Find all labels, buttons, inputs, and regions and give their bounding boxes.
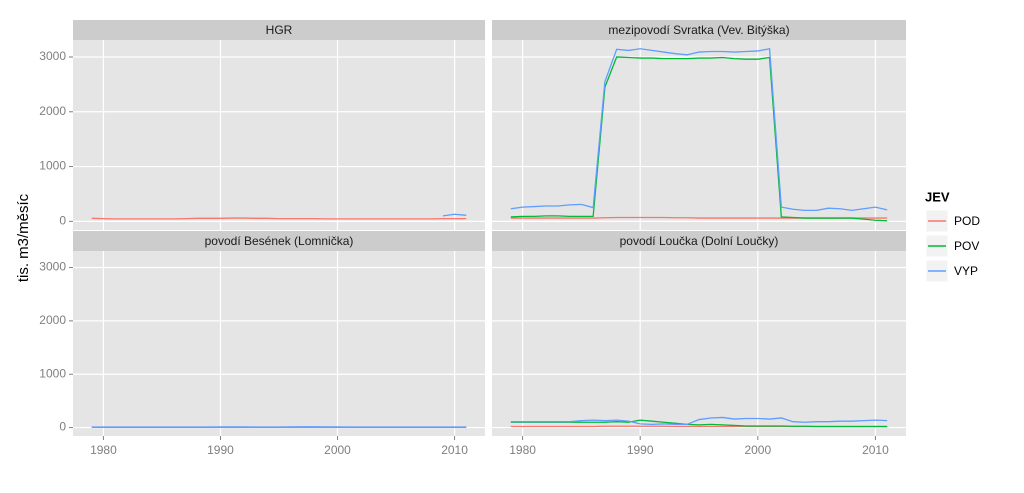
legend-label: POD <box>954 214 980 228</box>
y-tick-label: 0 <box>59 420 66 434</box>
panel <box>492 251 906 436</box>
facet-title: povodí Besének (Lomnička) <box>205 234 354 248</box>
y-axis-label: tis. m3/měsíc <box>15 193 32 282</box>
y-tick-label: 3000 <box>39 260 66 274</box>
x-tick-label: 1990 <box>627 443 654 457</box>
y-tick-label: 1000 <box>39 159 66 173</box>
y-tick-label: 2000 <box>39 313 66 327</box>
legend-title: JEV <box>925 189 950 204</box>
y-tick-label: 0 <box>59 214 66 228</box>
panel <box>73 251 485 436</box>
x-tick-label: 2000 <box>324 443 351 457</box>
y-tick-label: 2000 <box>39 104 66 118</box>
y-tick-label: 1000 <box>39 366 66 380</box>
facet-title: mezipovodí Svratka (Vev. Bitýška) <box>608 23 789 37</box>
x-tick-label: 2010 <box>862 443 889 457</box>
y-tick-label: 3000 <box>39 49 66 63</box>
x-tick-label: 1980 <box>509 443 536 457</box>
x-tick-label: 2010 <box>441 443 468 457</box>
facet-title: povodí Loučka (Dolní Loučky) <box>620 234 779 248</box>
x-tick-label: 1990 <box>207 443 234 457</box>
x-tick-label: 2000 <box>744 443 771 457</box>
panel <box>73 40 485 230</box>
legend-label: POV <box>954 239 979 253</box>
facet-title: HGR <box>266 23 293 37</box>
x-tick-label: 1980 <box>90 443 117 457</box>
panel <box>492 40 906 230</box>
legend-label: VYP <box>954 264 978 278</box>
